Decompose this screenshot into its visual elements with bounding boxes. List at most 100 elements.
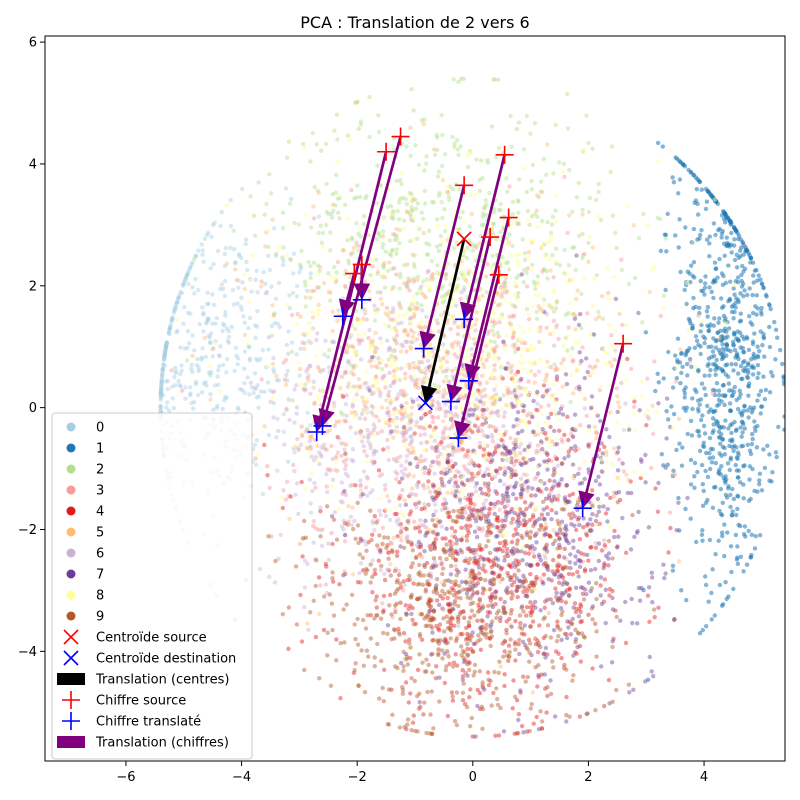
- point: [252, 233, 258, 238]
- point: [339, 453, 344, 459]
- point: [331, 339, 336, 344]
- point: [498, 229, 503, 235]
- point: [398, 349, 404, 354]
- point: [603, 620, 608, 626]
- point: [511, 404, 516, 409]
- point: [171, 310, 177, 315]
- point: [749, 410, 755, 415]
- point: [296, 222, 301, 227]
- point: [162, 350, 168, 356]
- point: [266, 432, 272, 438]
- point: [388, 383, 393, 389]
- point: [567, 587, 572, 592]
- point: [496, 145, 502, 151]
- point: [461, 253, 466, 258]
- point: [364, 370, 369, 375]
- point: [409, 405, 415, 410]
- point: [483, 198, 488, 203]
- point: [455, 355, 460, 360]
- point: [763, 387, 769, 393]
- point: [491, 232, 496, 237]
- point: [508, 509, 513, 514]
- point: [576, 471, 581, 476]
- point: [545, 467, 550, 472]
- point: [514, 576, 520, 581]
- point: [616, 534, 621, 539]
- point: [728, 279, 733, 284]
- point: [522, 500, 528, 505]
- point: [365, 427, 370, 433]
- point: [274, 378, 280, 383]
- point: [330, 541, 335, 547]
- point: [516, 518, 521, 523]
- point: [689, 364, 694, 369]
- point: [484, 358, 489, 363]
- point: [734, 353, 739, 358]
- point: [742, 244, 747, 249]
- point: [199, 242, 204, 247]
- point: [692, 345, 698, 350]
- point: [384, 398, 390, 404]
- point: [656, 380, 661, 385]
- point: [610, 607, 616, 612]
- point: [162, 354, 167, 360]
- point: [569, 446, 574, 451]
- point: [342, 283, 348, 289]
- point: [460, 698, 466, 703]
- point: [599, 601, 605, 607]
- point: [294, 322, 300, 327]
- point: [388, 253, 394, 258]
- point: [674, 528, 679, 533]
- point: [549, 508, 554, 513]
- point: [750, 431, 755, 437]
- point: [464, 380, 469, 386]
- point: [394, 341, 399, 346]
- point: [163, 347, 168, 353]
- point: [368, 445, 373, 451]
- point: [306, 259, 311, 265]
- point: [581, 525, 586, 530]
- point: [415, 306, 420, 311]
- point: [202, 335, 207, 340]
- point: [260, 491, 266, 497]
- point: [534, 540, 539, 545]
- point: [500, 548, 505, 554]
- point: [507, 232, 512, 237]
- point: [353, 430, 359, 436]
- point: [738, 253, 743, 259]
- point: [423, 518, 428, 523]
- point: [532, 212, 537, 217]
- point: [401, 434, 406, 439]
- point: [579, 480, 585, 486]
- point: [554, 219, 559, 224]
- point: [604, 492, 609, 497]
- point: [266, 347, 271, 352]
- point: [403, 680, 409, 685]
- point: [508, 113, 513, 119]
- point: [516, 290, 521, 296]
- point: [470, 323, 475, 329]
- point: [399, 430, 405, 436]
- point: [180, 388, 185, 393]
- point: [590, 522, 595, 527]
- point: [225, 338, 231, 344]
- point: [432, 502, 438, 507]
- point: [408, 344, 413, 349]
- point: [395, 549, 400, 554]
- point: [509, 144, 514, 149]
- point: [291, 271, 296, 276]
- point: [483, 451, 488, 456]
- point: [723, 372, 729, 377]
- point: [755, 375, 760, 381]
- point: [573, 561, 578, 566]
- point: [265, 473, 270, 478]
- point: [309, 434, 314, 439]
- point: [450, 186, 456, 192]
- point: [731, 586, 736, 592]
- point: [757, 471, 763, 476]
- point: [437, 460, 442, 465]
- point: [755, 306, 760, 311]
- point: [211, 222, 216, 228]
- point: [482, 205, 488, 210]
- point: [544, 531, 549, 537]
